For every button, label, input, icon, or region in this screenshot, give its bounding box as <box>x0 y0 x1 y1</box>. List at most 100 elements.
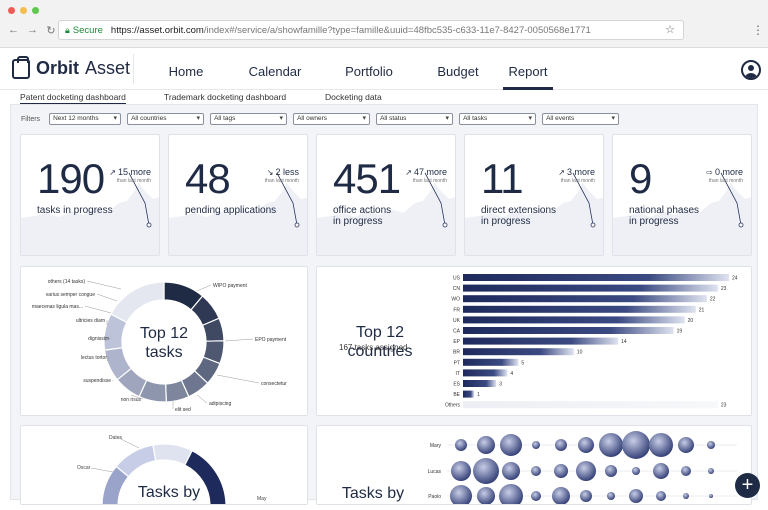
bubble[interactable] <box>552 487 570 505</box>
kpi-delta-sub: than last month <box>708 178 743 184</box>
tab-docketing-data[interactable]: Docketing data <box>325 92 382 102</box>
bubble[interactable] <box>555 439 567 451</box>
bubble[interactable] <box>531 466 541 476</box>
bubble[interactable] <box>580 490 592 502</box>
events-select[interactable]: All events <box>542 113 620 125</box>
bubble[interactable] <box>708 468 714 474</box>
bubble[interactable] <box>576 461 596 481</box>
kpi-value: 190 <box>37 155 105 202</box>
nav-portfolio[interactable]: Portfolio <box>345 64 393 79</box>
browser-menu-icon[interactable]: ⋮ <box>752 23 764 37</box>
user-avatar-icon[interactable] <box>741 60 761 80</box>
donut-leader-line <box>224 338 254 342</box>
bubble[interactable] <box>532 441 540 449</box>
bubble[interactable] <box>599 433 623 457</box>
nav-report[interactable]: Report <box>503 48 553 90</box>
countries-select[interactable]: All countries <box>127 113 205 125</box>
kpi-sparkline <box>21 172 159 255</box>
kpi-label: direct extensions in progress <box>481 205 556 227</box>
owners-select[interactable]: All owners <box>293 113 371 125</box>
donut-slice[interactable] <box>115 444 157 478</box>
tasks-select[interactable]: All tasks <box>459 113 537 125</box>
bubble[interactable] <box>605 465 617 477</box>
donut-slice[interactable] <box>110 281 165 324</box>
bar[interactable] <box>463 358 519 366</box>
dashboard: Filters Next 12 months All countries All… <box>10 104 758 505</box>
kpi-delta: ↗ 47 more <box>405 167 447 177</box>
tasks-by-date-card: Tasks by Dates Oscar May <box>20 425 308 505</box>
kpi-card[interactable]: 451 office actions in progress ↗ 47 more … <box>316 134 456 256</box>
minimize-window-button[interactable] <box>20 7 27 14</box>
kpi-card[interactable]: 48 pending applications ↘ 2 less than las… <box>168 134 308 256</box>
bubble[interactable] <box>656 491 666 501</box>
forward-arrow-icon[interactable]: → <box>27 24 38 36</box>
bubble[interactable] <box>455 439 467 451</box>
bubble[interactable] <box>554 464 568 478</box>
period-select[interactable]: Next 12 months <box>49 113 122 125</box>
bubble[interactable] <box>477 487 495 505</box>
status-select[interactable]: All status <box>376 113 454 125</box>
tasks-by-date-donut <box>90 437 227 505</box>
bar[interactable] <box>463 380 497 387</box>
bubble[interactable] <box>649 433 673 457</box>
kpi-card[interactable]: 9 national phases in progress ⇨ 0 more th… <box>612 134 752 256</box>
bubble[interactable] <box>632 467 640 475</box>
bar[interactable] <box>463 337 619 345</box>
bubble[interactable] <box>683 493 689 499</box>
bubble[interactable] <box>450 485 472 505</box>
bubble[interactable] <box>473 458 499 484</box>
bar[interactable] <box>463 284 718 292</box>
bubble[interactable] <box>451 461 471 481</box>
tags-select[interactable]: All tags <box>210 113 288 125</box>
kpi-delta-text: 47 more <box>413 167 447 177</box>
bubble[interactable] <box>500 434 522 456</box>
bar[interactable] <box>463 316 685 324</box>
close-window-button[interactable] <box>8 7 15 14</box>
kpi-card[interactable]: 11 direct extensions in progress ↗ 3 more… <box>464 134 604 256</box>
bookmark-star-icon[interactable]: ☆ <box>665 24 675 36</box>
bar[interactable] <box>463 401 718 409</box>
bar[interactable] <box>463 327 674 334</box>
nav-calendar[interactable]: Calendar <box>248 64 302 79</box>
bubble[interactable] <box>499 484 523 505</box>
logo-bold-text: Orbit <box>36 58 79 78</box>
bubble[interactable] <box>678 437 694 453</box>
maximize-window-button[interactable] <box>32 7 39 14</box>
bar[interactable] <box>463 295 707 303</box>
bubble[interactable] <box>707 441 715 449</box>
kpi-card[interactable]: 190 tasks in progress ↗ 15 more than last… <box>20 134 160 256</box>
bubble[interactable] <box>629 489 643 503</box>
bubble[interactable] <box>653 463 669 479</box>
bar[interactable] <box>463 305 696 313</box>
nav-budget[interactable]: Budget <box>437 64 479 79</box>
donut-leader-line <box>96 293 118 302</box>
tasks-by-date-title: Tasks by <box>137 484 201 501</box>
donut-left-label: lectus tortor <box>81 355 107 361</box>
bubble[interactable] <box>502 462 520 480</box>
bubble[interactable] <box>607 492 615 500</box>
bar-category-label: UK <box>453 318 461 324</box>
bubble[interactable] <box>578 437 594 453</box>
kpi-value: 451 <box>333 155 401 202</box>
bubble[interactable] <box>531 491 541 501</box>
bubble[interactable] <box>622 431 650 459</box>
donut-slice[interactable] <box>184 449 227 505</box>
logo[interactable]: Orbit Asset <box>12 55 130 79</box>
nav-home[interactable]: Home <box>168 64 204 79</box>
tab-patent-docketing[interactable]: Patent docketing dashboard <box>20 92 126 104</box>
donut-right-label: elit sed <box>175 407 191 413</box>
bar[interactable] <box>463 274 729 281</box>
donut-leader-line <box>118 437 140 449</box>
tab-trademark-docketing[interactable]: Trademark docketing dashboard <box>164 92 287 102</box>
bar[interactable] <box>463 348 574 356</box>
bubble[interactable] <box>477 436 495 454</box>
address-bar[interactable]: 🔒︎ Secure https://asset.orbit.com /index… <box>58 20 684 40</box>
add-button[interactable]: + <box>735 473 760 498</box>
bar-category-label: BR <box>453 350 460 356</box>
bar[interactable] <box>463 390 475 398</box>
bubble[interactable] <box>681 466 691 476</box>
reload-icon[interactable]: ↻ <box>46 25 56 37</box>
bar[interactable] <box>463 369 508 377</box>
back-arrow-icon[interactable]: ← <box>8 24 19 36</box>
bubble[interactable] <box>709 494 713 498</box>
